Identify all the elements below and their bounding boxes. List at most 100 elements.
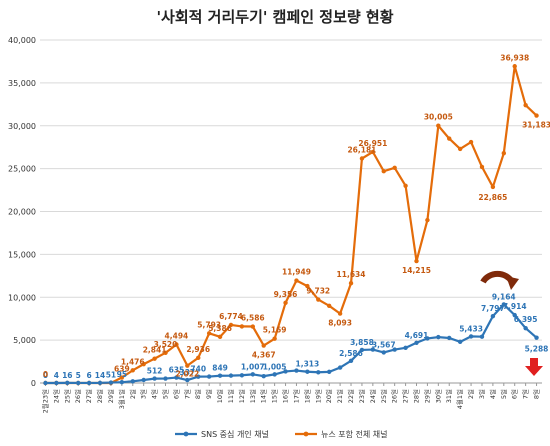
data-label-news: 639 <box>114 365 130 374</box>
x-tick-label: 30일 <box>433 389 442 403</box>
x-tick-label: 4월1일 <box>455 389 464 409</box>
x-tick-label: 11일 <box>226 389 235 403</box>
series-points <box>43 64 539 386</box>
x-tick-label: 18일 <box>302 389 311 403</box>
x-tick-label: 26일 <box>390 389 399 403</box>
x-tick-label: 26일 <box>73 389 82 403</box>
data-point-news <box>348 281 354 286</box>
x-tick-label: 8일 <box>532 389 541 399</box>
data-label-sns: 337 <box>179 368 195 377</box>
x-tick-label: 4일 <box>488 389 497 399</box>
data-point-news <box>272 336 277 341</box>
data-point-news <box>414 258 419 264</box>
legend-item-news-label: 뉴스 포함 전체 채널 <box>321 429 388 439</box>
x-tick-label: 8일 <box>193 389 202 399</box>
data-point-news <box>316 297 321 302</box>
y-tick-label: 25,000 <box>8 165 36 174</box>
data-point-news <box>403 183 408 188</box>
data-label-sns: 1,007 <box>241 362 265 371</box>
data-point-sns <box>414 340 419 345</box>
x-tick-label: 19일 <box>313 389 322 403</box>
data-point-news <box>163 350 168 356</box>
data-point-news <box>206 331 212 336</box>
legend-item-sns-label: SNS 중심 개인 채널 <box>201 429 269 439</box>
data-label-sns: 4 <box>54 371 59 380</box>
curved-arrow-head-icon <box>506 276 519 290</box>
data-point-news <box>228 322 234 328</box>
data-point-news <box>359 156 365 161</box>
data-label-sns: 14 <box>95 371 105 380</box>
data-point-news <box>174 342 179 347</box>
data-point-news <box>261 343 266 348</box>
data-label-sns: 0 <box>43 371 48 380</box>
data-label-sns: 740 <box>190 365 206 374</box>
data-point-sns <box>534 335 539 340</box>
data-label-sns: 2,586 <box>339 349 363 358</box>
x-tick-label: 25일 <box>379 389 388 403</box>
y-axis: 0 5,000 10,000 15,000 20,000 25,000 30,000 35,0… <box>8 36 36 388</box>
data-point-sns <box>163 376 168 381</box>
x-tick-label: 9일 <box>204 389 213 399</box>
x-tick-label: 6일 <box>510 389 519 399</box>
data-label-news: 3,520 <box>154 340 178 349</box>
data-point-news <box>217 334 223 340</box>
data-point-sns <box>425 336 430 341</box>
x-tick-label: 3일 <box>139 389 148 399</box>
data-point-news <box>196 355 201 361</box>
data-label-sns: 6 <box>86 371 91 380</box>
data-point-sns <box>512 312 517 318</box>
data-point-sns <box>196 374 201 379</box>
x-tick-label: 25일 <box>62 389 71 403</box>
data-point-sns <box>294 368 299 373</box>
series-lines <box>45 65 538 385</box>
x-tick-label: 10일 <box>215 389 224 403</box>
data-point-sns <box>75 380 81 386</box>
data-point-news <box>337 311 343 316</box>
x-tick-label: 24일 <box>51 389 60 403</box>
down-arrow-icon <box>525 358 543 376</box>
data-label-news: 11,634 <box>337 270 366 279</box>
data-label-news: 30,005 <box>424 113 453 122</box>
data-label-sns: 1,005 <box>263 362 287 371</box>
data-point-sns <box>283 369 288 374</box>
data-label-news: 6,586 <box>241 314 265 323</box>
trend-arrows <box>480 270 543 376</box>
data-point-news <box>501 150 507 156</box>
data-label-news: 4,494 <box>165 331 189 340</box>
data-label-sns: 7,797 <box>481 304 505 313</box>
data-label-news: 22,865 <box>478 193 507 202</box>
x-tick-label: 3일 <box>477 389 486 399</box>
data-point-sns <box>501 302 507 307</box>
y-tick-label: 20,000 <box>8 208 36 217</box>
data-point-sns <box>381 350 386 355</box>
data-label-sns: 512 <box>147 367 163 376</box>
data-point-sns <box>261 373 266 379</box>
data-label-news: 2,936 <box>186 345 210 354</box>
y-tick-label: 0 <box>31 379 36 388</box>
data-label-news: 5,169 <box>263 326 287 335</box>
data-point-sns <box>305 369 310 374</box>
x-tick-label: 29일 <box>106 389 115 403</box>
x-tick-label: 15일 <box>270 389 279 403</box>
data-label-sns: 3,858 <box>350 338 374 347</box>
y-tick-label: 5,000 <box>13 336 36 345</box>
x-tick-label: 24일 <box>368 389 377 403</box>
data-point-sns <box>316 370 321 375</box>
x-tick-label: 12일 <box>237 389 246 403</box>
data-point-sns <box>174 375 179 380</box>
data-point-news <box>425 217 430 223</box>
data-label-news: 11,949 <box>282 268 311 277</box>
data-label-news: 4,367 <box>252 351 276 360</box>
data-point-sns <box>206 374 212 379</box>
data-label-sns: 3,567 <box>372 340 396 349</box>
x-axis: 2월23일 24일 25일 26일 27일 28일 29일 3월1일 2일 3일 4일 5일 6일 7일 8… <box>40 383 541 413</box>
x-tick-label: 22일 <box>346 389 355 403</box>
data-point-sns <box>108 380 114 385</box>
y-tick-label: 15,000 <box>8 250 36 259</box>
x-tick-label: 13일 <box>248 389 257 403</box>
data-label-news: 8,093 <box>328 319 352 328</box>
data-point-sns <box>217 373 223 378</box>
data-point-sns <box>479 334 485 339</box>
data-point-news <box>512 64 517 69</box>
data-label-news: 6,774 <box>219 312 243 321</box>
